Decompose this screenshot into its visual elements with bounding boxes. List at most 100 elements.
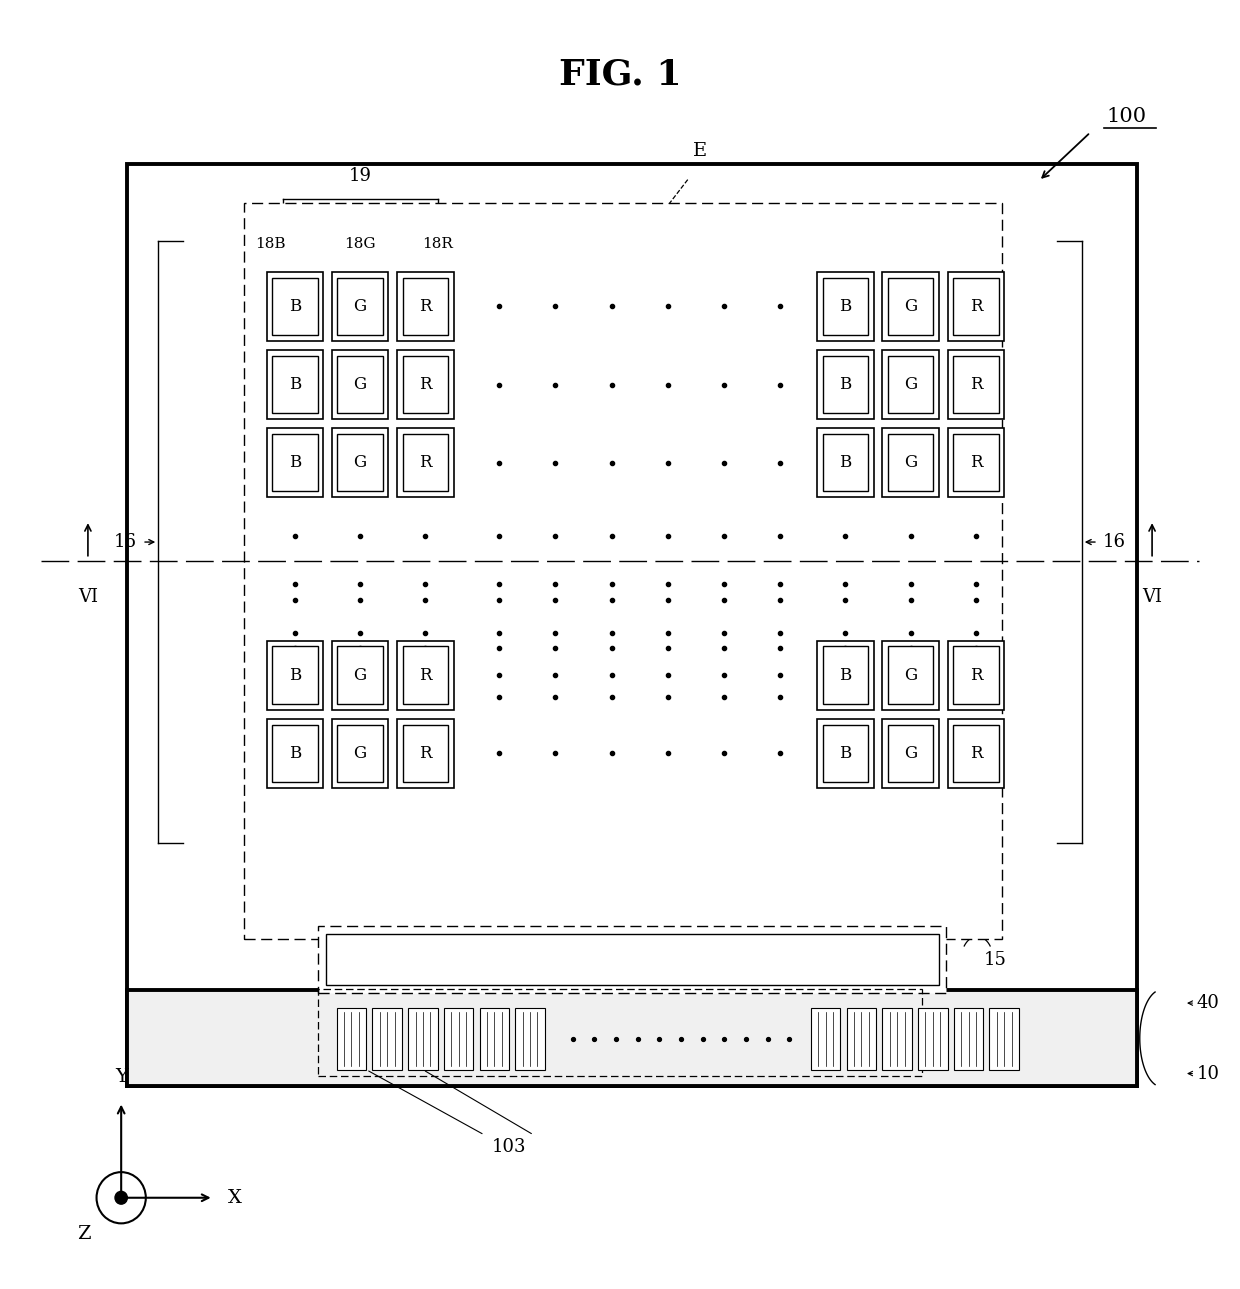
Bar <box>947 719 1004 788</box>
Text: G: G <box>353 745 367 762</box>
Bar <box>267 349 324 419</box>
Bar <box>267 641 324 710</box>
Bar <box>332 272 388 342</box>
Bar <box>403 724 448 782</box>
Text: 15: 15 <box>983 950 1006 968</box>
Bar <box>883 272 939 342</box>
Bar <box>954 1008 983 1070</box>
Bar <box>918 1008 947 1070</box>
Bar <box>397 428 454 498</box>
Text: 16: 16 <box>1102 534 1126 550</box>
Text: G: G <box>353 666 367 683</box>
Bar <box>337 724 383 782</box>
Bar <box>403 646 448 704</box>
Text: R: R <box>970 298 982 315</box>
Bar <box>990 1008 1019 1070</box>
Text: B: B <box>289 666 301 683</box>
Text: 18R: 18R <box>423 237 453 251</box>
Bar <box>888 724 934 782</box>
Bar <box>822 356 868 414</box>
Bar <box>337 434 383 491</box>
Bar <box>267 272 324 342</box>
Bar <box>954 646 998 704</box>
Bar <box>480 1008 510 1070</box>
Text: FIG. 1: FIG. 1 <box>559 58 681 92</box>
Bar <box>397 719 454 788</box>
Bar <box>811 1008 841 1070</box>
Text: B: B <box>839 298 852 315</box>
Text: X: X <box>228 1188 242 1207</box>
Bar <box>326 935 939 985</box>
Text: R: R <box>419 376 432 393</box>
Bar <box>408 1008 438 1070</box>
Bar <box>403 434 448 491</box>
Text: Y: Y <box>115 1069 128 1087</box>
Bar <box>888 646 934 704</box>
Text: G: G <box>904 745 918 762</box>
Bar <box>947 641 1004 710</box>
Bar <box>883 428 939 498</box>
Bar <box>947 272 1004 342</box>
Bar <box>822 724 868 782</box>
Bar <box>883 349 939 419</box>
Bar <box>332 641 388 710</box>
Text: E: E <box>693 142 707 160</box>
Bar <box>332 428 388 498</box>
Bar <box>272 356 317 414</box>
Bar <box>272 277 317 335</box>
Bar <box>817 428 874 498</box>
Text: 18B: 18B <box>255 237 285 251</box>
Text: R: R <box>419 298 432 315</box>
Text: B: B <box>289 376 301 393</box>
Bar <box>337 356 383 414</box>
Text: 18G: 18G <box>345 237 376 251</box>
Bar <box>267 719 324 788</box>
Bar <box>397 641 454 710</box>
Bar <box>817 349 874 419</box>
Bar <box>372 1008 402 1070</box>
Text: B: B <box>289 298 301 315</box>
Circle shape <box>115 1191 128 1204</box>
Text: 40: 40 <box>1197 994 1219 1012</box>
Text: G: G <box>904 454 918 472</box>
Bar <box>817 719 874 788</box>
Bar <box>397 272 454 342</box>
Text: G: G <box>904 376 918 393</box>
Text: 103: 103 <box>492 1138 527 1155</box>
Text: 100: 100 <box>1106 107 1147 126</box>
Bar <box>822 277 868 335</box>
Text: B: B <box>839 745 852 762</box>
Bar <box>272 724 317 782</box>
Bar <box>128 990 1137 1087</box>
Bar <box>337 1008 366 1070</box>
Text: R: R <box>970 376 982 393</box>
Bar <box>403 356 448 414</box>
Text: R: R <box>970 454 982 472</box>
Bar <box>954 356 998 414</box>
Text: G: G <box>353 376 367 393</box>
Bar <box>817 272 874 342</box>
Bar <box>947 349 1004 419</box>
Bar <box>272 434 317 491</box>
Bar <box>337 646 383 704</box>
Bar <box>888 277 934 335</box>
Bar <box>883 719 939 788</box>
Bar <box>822 434 868 491</box>
Text: 19: 19 <box>348 166 372 184</box>
Text: B: B <box>289 745 301 762</box>
Bar <box>822 646 868 704</box>
Bar <box>888 356 934 414</box>
Text: G: G <box>904 298 918 315</box>
Bar <box>337 277 383 335</box>
Text: B: B <box>289 454 301 472</box>
Text: B: B <box>839 666 852 683</box>
Bar <box>883 641 939 710</box>
Text: G: G <box>904 666 918 683</box>
Bar <box>954 724 998 782</box>
Bar <box>128 164 1137 1087</box>
Text: B: B <box>839 454 852 472</box>
Text: R: R <box>419 745 432 762</box>
Bar <box>403 277 448 335</box>
Text: 16: 16 <box>114 534 138 550</box>
Bar <box>397 349 454 419</box>
